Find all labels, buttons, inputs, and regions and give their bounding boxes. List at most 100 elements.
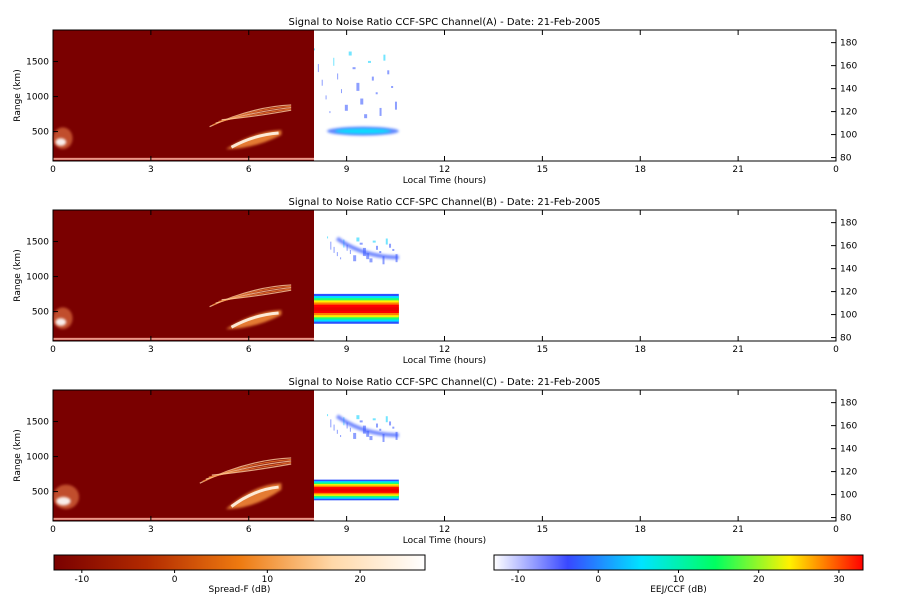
right-tick-label: 180 [840, 219, 857, 229]
eej-echo [391, 85, 394, 88]
colorbar-tick-label: 20 [354, 575, 366, 585]
eej-echo [387, 70, 390, 75]
eej-echo [367, 60, 371, 63]
eej-echo [336, 252, 338, 257]
panel-title: Signal to Noise Ratio CCF-SPC Channel(B)… [289, 197, 601, 208]
right-tick-label: 100 [840, 311, 857, 321]
x-tick-label: 9 [344, 165, 350, 175]
early-echoes [53, 307, 73, 330]
right-tick-label: 180 [840, 399, 857, 409]
x-axis-label: Local Time (hours) [403, 176, 486, 186]
x-axis-label: Local Time (hours) [403, 356, 486, 366]
x-tick-label: 18 [635, 165, 647, 175]
eej-echo [389, 421, 392, 426]
right-tick-label: 100 [840, 131, 857, 141]
spreadf-background [53, 210, 314, 341]
plume-strand [221, 289, 292, 301]
colorbar-tick-label: 0 [595, 575, 601, 585]
right-tick-label: 120 [840, 108, 857, 118]
eej-echo [372, 418, 376, 421]
eej-echo [356, 82, 360, 91]
right-tick-label: 100 [840, 491, 857, 501]
y-axis-label: Range (km) [13, 429, 23, 481]
eej-echo [340, 89, 342, 94]
eej-echo [353, 255, 357, 262]
x-tick-label: 21 [732, 345, 743, 355]
colorbar-label: EEJ/CCF (dB) [650, 585, 707, 595]
eej-echo [360, 98, 364, 105]
spreadf-background [53, 390, 314, 521]
eej-echo-trail [335, 414, 399, 438]
early-echoes-core [56, 496, 71, 506]
x-tick-label: 6 [246, 345, 252, 355]
eej-echo [392, 426, 395, 429]
early-echoes-core [55, 138, 67, 146]
right-tick-label: 140 [840, 85, 857, 95]
eej-echo [394, 101, 397, 110]
eej-echo [371, 76, 374, 81]
y-tick-label: 500 [32, 488, 49, 498]
x-tick-label: 15 [537, 525, 548, 535]
early-echoes [53, 484, 80, 510]
eej-echo [340, 257, 342, 260]
eej-echo [327, 236, 329, 239]
x-tick-label: 0 [833, 345, 839, 355]
y-tick-label: 1000 [26, 93, 49, 103]
x-tick-label: 9 [344, 525, 350, 535]
bottomside-trace [53, 337, 314, 340]
y-axis-label: Range (km) [13, 249, 23, 301]
colorbar-tick-label: -10 [511, 575, 526, 585]
right-tick-label: 120 [840, 288, 857, 298]
x-axis-label: Local Time (hours) [403, 536, 486, 546]
eej-echo [385, 238, 388, 245]
colorbar-tick-label: 30 [833, 575, 845, 585]
eej-echo [336, 429, 338, 434]
eej-echo [333, 57, 335, 66]
eej-echo [346, 422, 348, 429]
colorbar-tick-label: 20 [753, 575, 765, 585]
right-tick-label: 120 [840, 468, 857, 478]
right-tick-label: 140 [840, 265, 857, 275]
eej-echo [389, 243, 392, 248]
x-tick-label: 0 [50, 165, 56, 175]
eej-echo-trail [335, 236, 399, 260]
x-tick-label: 12 [439, 345, 450, 355]
colorbar-bar [493, 554, 864, 571]
right-tick-label: 80 [840, 334, 852, 344]
eej-echo [352, 67, 356, 70]
eej-echo [330, 419, 332, 428]
plume-lower-core [230, 311, 279, 329]
eej-echo [356, 237, 360, 242]
eej-echo [329, 111, 331, 114]
x-tick-label: 18 [635, 345, 647, 355]
eej-echo [379, 107, 382, 116]
right-tick-label: 160 [840, 242, 857, 252]
right-tick-label: 160 [840, 422, 857, 432]
eej-echo [364, 114, 368, 119]
plume-strand [221, 109, 292, 121]
x-tick-label: 3 [148, 345, 154, 355]
eej-echo [356, 415, 360, 420]
panel-title: Signal to Noise Ratio CCF-SPC Channel(A)… [289, 17, 601, 28]
eej-echo [333, 246, 335, 253]
eej-echo [372, 240, 376, 243]
y-tick-label: 1500 [26, 58, 49, 68]
eej-echo [333, 424, 335, 431]
eej-peak [314, 488, 399, 492]
eej-echo [349, 427, 351, 432]
x-tick-label: 0 [833, 525, 839, 535]
eej-echo [348, 51, 352, 56]
eej-echo [366, 430, 370, 437]
colorbar-tick-label: 10 [262, 575, 274, 585]
colorbar-tick-label: -10 [74, 575, 89, 585]
spreadf-background [53, 30, 314, 161]
eej-echo [382, 256, 385, 265]
eej-echo [375, 423, 378, 428]
colorbar-2: -10 0 10 20 30 EEJ/CCF (dB) [493, 554, 864, 595]
plume-strand [208, 461, 292, 478]
plume-strand [218, 108, 292, 123]
x-tick-label: 9 [344, 345, 350, 355]
colorbar-bar [53, 554, 426, 571]
eej-peak [314, 307, 399, 311]
